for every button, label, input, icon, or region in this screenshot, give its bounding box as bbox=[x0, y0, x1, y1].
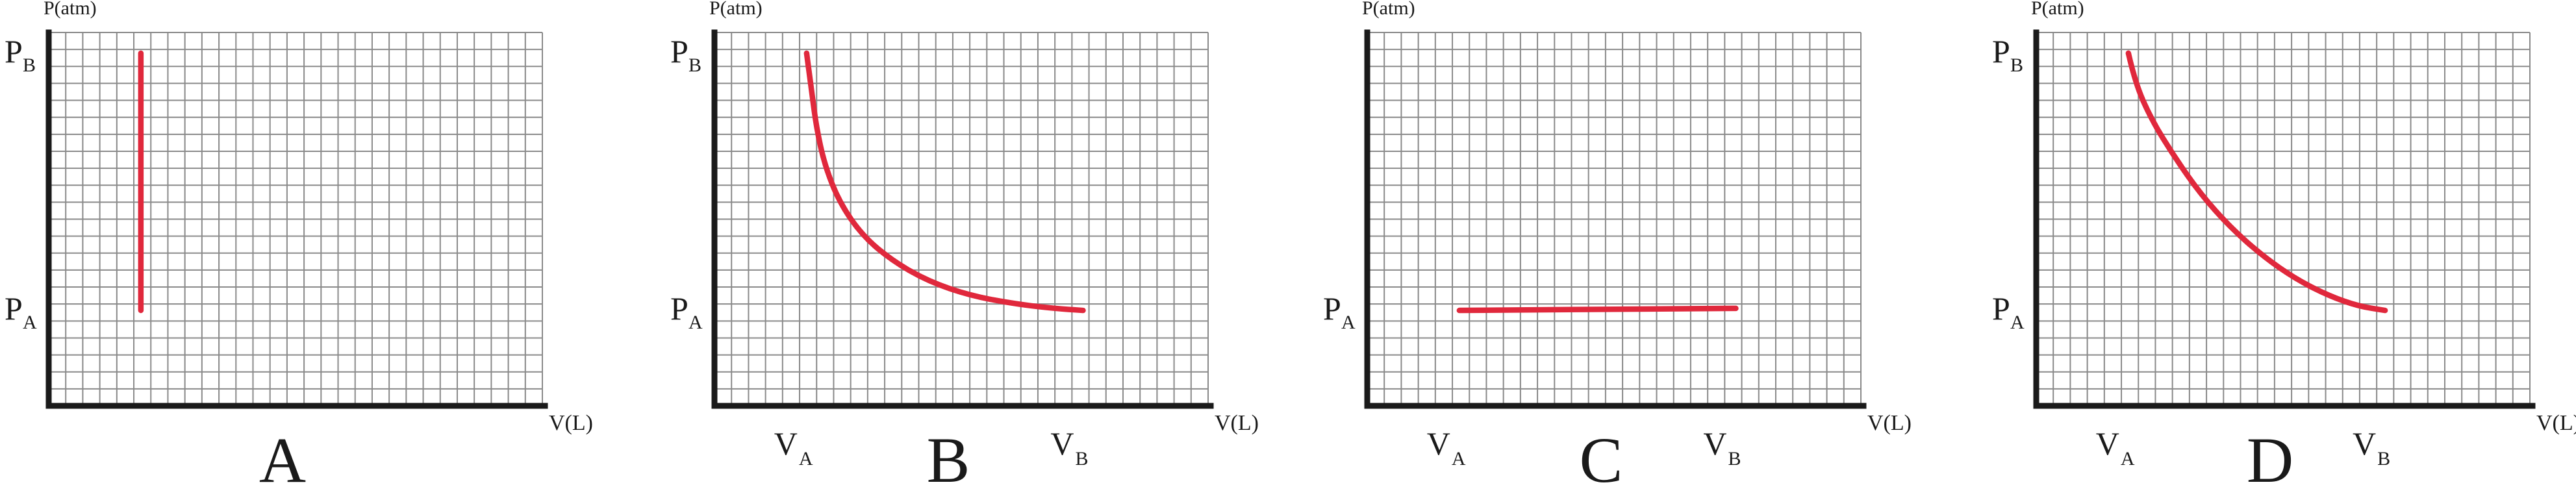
x-tick-subscript: B bbox=[2377, 448, 2390, 469]
x-tick-subscript: B bbox=[1728, 448, 1741, 469]
y-tick-symbol: P bbox=[5, 290, 23, 327]
grid bbox=[2036, 32, 2531, 406]
panel-label: A bbox=[259, 424, 306, 487]
x-tick-symbol: V bbox=[774, 425, 798, 462]
panel-label: B bbox=[927, 424, 970, 487]
x-tick-subscript: A bbox=[1452, 448, 1466, 469]
y-tick-subscript: B bbox=[688, 55, 701, 76]
x-tick-subscript: A bbox=[799, 448, 813, 469]
y-tick-symbol: P bbox=[670, 33, 688, 69]
y-tick-subscript: A bbox=[1341, 312, 1356, 333]
y-tick-symbol: P bbox=[1323, 290, 1341, 327]
series-line bbox=[2125, 50, 2388, 314]
series-line bbox=[1456, 305, 1739, 314]
x-tick-symbol: V bbox=[1427, 425, 1450, 462]
y-tick-symbol: P bbox=[5, 33, 23, 69]
grid bbox=[49, 32, 543, 406]
panel-label: C bbox=[1580, 424, 1623, 487]
grid bbox=[714, 32, 1209, 406]
y-tick-symbol: P bbox=[670, 290, 688, 327]
x-tick-symbol: V bbox=[1050, 425, 1074, 462]
x-axis-label: V(L) bbox=[549, 411, 593, 435]
panel-label: D bbox=[2247, 424, 2293, 487]
y-axis-label: P(atm) bbox=[709, 0, 763, 19]
y-tick-subscript: A bbox=[23, 312, 37, 333]
y-tick-symbol: P bbox=[1992, 33, 2010, 69]
chart-panel-b: P(atm)V(L)P BP AV A V BB bbox=[670, 0, 1259, 487]
x-tick-subscript: A bbox=[2121, 448, 2135, 469]
y-tick-symbol: P bbox=[1992, 290, 2010, 327]
x-axis-label: V(L) bbox=[1215, 411, 1259, 435]
y-axis-label: P(atm) bbox=[44, 0, 97, 19]
y-axis-label: P(atm) bbox=[1362, 0, 1415, 19]
x-tick-subscript: B bbox=[1075, 448, 1088, 469]
chart-panel-c: P(atm)V(L)P AV A V BC bbox=[1323, 0, 1912, 487]
x-axis-label: V(L) bbox=[2536, 411, 2576, 435]
y-tick-subscript: A bbox=[2010, 312, 2025, 333]
series-line bbox=[803, 50, 1086, 314]
x-tick-symbol: V bbox=[1703, 425, 1726, 462]
x-tick-symbol: V bbox=[2096, 425, 2119, 462]
y-axis-label: P(atm) bbox=[2031, 0, 2084, 19]
chart-panel-a: P(atm)V(L)P BP AA bbox=[5, 0, 593, 487]
y-tick-subscript: B bbox=[2010, 55, 2023, 76]
y-tick-subscript: B bbox=[23, 55, 36, 76]
x-axis-label: V(L) bbox=[1867, 411, 1912, 435]
grid bbox=[1367, 32, 1862, 406]
x-tick-symbol: V bbox=[2353, 425, 2376, 462]
y-tick-subscript: A bbox=[688, 312, 703, 333]
